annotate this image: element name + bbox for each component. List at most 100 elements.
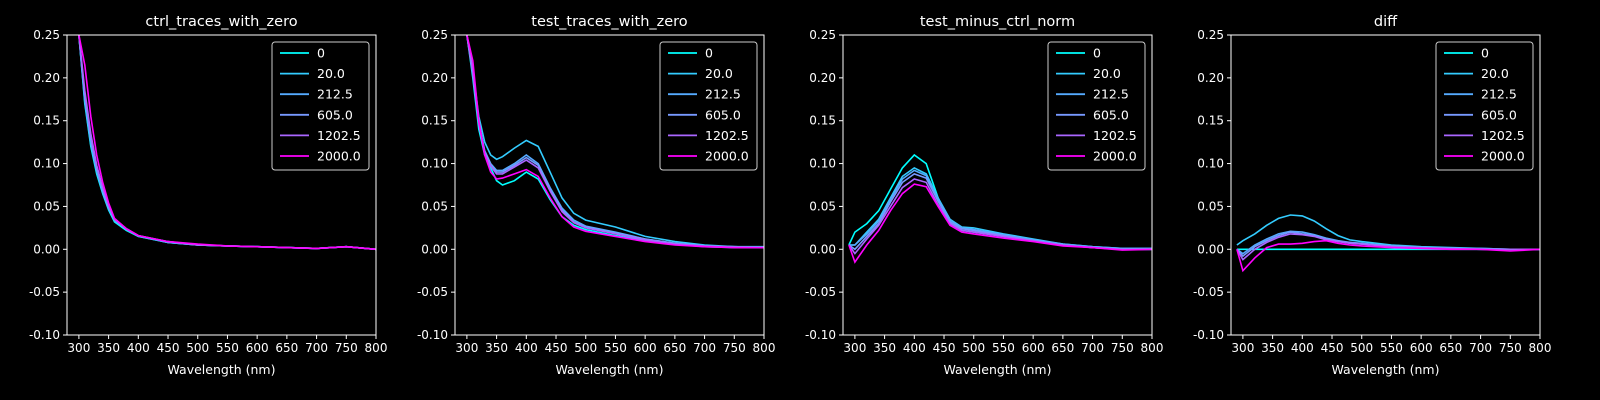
y-tick-label: 0.15 xyxy=(421,114,448,128)
series-line-2000-0 xyxy=(78,35,376,251)
y-tick-label: 0.00 xyxy=(421,242,448,256)
x-tick-label: 400 xyxy=(127,341,150,355)
y-tick-label: -0.05 xyxy=(29,285,60,299)
y-tick-label: 0.05 xyxy=(809,199,836,213)
y-tick-label: 0.20 xyxy=(421,71,448,85)
legend: 0 20.0 212.5 605.0 1202.5 2000.0 xyxy=(1047,41,1146,171)
x-tick-label: 450 xyxy=(545,341,568,355)
y-tick-label: 0.05 xyxy=(33,199,60,213)
x-tick-label: 300 xyxy=(67,341,90,355)
y-tick-label: 0.10 xyxy=(421,157,448,171)
x-tick-label: 600 xyxy=(246,341,269,355)
y-tick-label: 0.00 xyxy=(809,242,836,256)
x-axis-label: Wavelength (nm) xyxy=(556,362,664,377)
x-tick-label: 500 xyxy=(574,341,597,355)
y-tick-label: 0.05 xyxy=(1197,199,1224,213)
axes-frame xyxy=(1230,34,1541,336)
y-tick-label: 0.15 xyxy=(1197,114,1224,128)
y-tick-label: -0.05 xyxy=(1193,285,1224,299)
series-line-20-0 xyxy=(466,35,764,248)
x-tick-label: 700 xyxy=(1081,341,1104,355)
y-tick-label: 0.25 xyxy=(1197,28,1224,42)
x-tick-label: 500 xyxy=(962,341,985,355)
legend-label: 20.0 xyxy=(1093,66,1121,81)
x-tick-label: 650 xyxy=(1439,341,1462,355)
y-tick-label: 0.20 xyxy=(1197,71,1224,85)
x-tick-label: 700 xyxy=(305,341,328,355)
y-tick-label: 0.00 xyxy=(1197,242,1224,256)
x-tick-label: 650 xyxy=(1051,341,1074,355)
series-lines xyxy=(848,153,1152,264)
legend-label: 0 xyxy=(1093,46,1101,61)
y-tick-label: 0.25 xyxy=(421,28,448,42)
series-line-212-5 xyxy=(848,169,1152,250)
x-tick-label: 300 xyxy=(843,341,866,355)
legend-label: 605.0 xyxy=(1093,107,1129,122)
axes-frame xyxy=(66,34,377,336)
y-tick-label: 0.10 xyxy=(1197,157,1224,171)
x-tick-label: 450 xyxy=(1321,341,1344,355)
y-tick-label: -0.10 xyxy=(805,328,836,342)
x-tick-label: 700 xyxy=(693,341,716,355)
x-tick-label: 750 xyxy=(335,341,358,355)
y-tick-label: 0.20 xyxy=(33,71,60,85)
legend-label: 605.0 xyxy=(1481,107,1517,122)
y-tick-label: 0.15 xyxy=(809,114,836,128)
x-tick-label: 400 xyxy=(1291,341,1314,355)
legend-label: 0 xyxy=(705,46,713,61)
legend: 0 20.0 212.5 605.0 1202.5 2000.0 xyxy=(1435,41,1534,171)
x-tick-label: 800 xyxy=(1529,341,1552,355)
x-tick-label: 750 xyxy=(1499,341,1522,355)
legend-label: 2000.0 xyxy=(1481,149,1525,164)
chart-title: diff xyxy=(1374,14,1398,30)
axes-frame xyxy=(454,34,765,336)
series-lines xyxy=(78,35,376,251)
x-tick-label: 350 xyxy=(485,341,508,355)
legend-label: 212.5 xyxy=(705,87,741,102)
y-tick-label: 0.00 xyxy=(33,242,60,256)
y-tick-label: -0.10 xyxy=(29,328,60,342)
chart-title: ctrl_traces_with_zero xyxy=(145,14,297,30)
x-tick-label: 500 xyxy=(1350,341,1373,355)
legend-label: 20.0 xyxy=(317,66,345,81)
x-axis-label: Wavelength (nm) xyxy=(168,362,276,377)
legend: 0 20.0 212.5 605.0 1202.5 2000.0 xyxy=(271,41,370,171)
y-tick-label: 0.25 xyxy=(33,28,60,42)
x-tick-label: 600 xyxy=(1410,341,1433,355)
x-tick-label: 300 xyxy=(1231,341,1254,355)
x-tick-label: 550 xyxy=(1380,341,1403,355)
x-tick-label: 550 xyxy=(216,341,239,355)
x-tick-label: 300 xyxy=(455,341,478,355)
x-tick-label: 350 xyxy=(1261,341,1284,355)
y-tick-label: 0.25 xyxy=(809,28,836,42)
x-tick-label: 800 xyxy=(365,341,388,355)
x-tick-label: 550 xyxy=(992,341,1015,355)
legend: 0 20.0 212.5 605.0 1202.5 2000.0 xyxy=(659,41,758,171)
x-tick-label: 550 xyxy=(604,341,627,355)
legend-label: 20.0 xyxy=(1481,66,1509,81)
y-tick-label: 0.10 xyxy=(33,157,60,171)
x-tick-label: 600 xyxy=(634,341,657,355)
series-line-2000-0 xyxy=(1236,239,1540,273)
legend-label: 1202.5 xyxy=(317,128,361,143)
legend-label: 2000.0 xyxy=(317,149,361,164)
series-line-1202-5 xyxy=(466,35,764,249)
series-lines xyxy=(1236,214,1540,273)
y-tick-label: -0.05 xyxy=(417,285,448,299)
y-tick-label: 0.05 xyxy=(421,199,448,213)
x-axis-label: Wavelength (nm) xyxy=(944,362,1052,377)
x-tick-label: 450 xyxy=(157,341,180,355)
y-tick-label: 0.10 xyxy=(809,157,836,171)
x-tick-label: 800 xyxy=(753,341,776,355)
legend-label: 605.0 xyxy=(705,107,741,122)
chart-panel-1: 300 350 400 450 500 550 600 650 700 750 800 -0.10 -0… xyxy=(29,14,388,377)
chart-panel-3: 300 350 400 450 500 550 600 650 700 750 800 -0.10 -0… xyxy=(805,14,1164,377)
chart-title: test_traces_with_zero xyxy=(531,14,688,30)
x-tick-label: 700 xyxy=(1469,341,1492,355)
y-tick-label: -0.05 xyxy=(805,285,836,299)
chart-panel-2: 300 350 400 450 500 550 600 650 700 750 800 -0.10 -0… xyxy=(417,14,776,377)
x-tick-label: 350 xyxy=(97,341,120,355)
x-tick-label: 750 xyxy=(1111,341,1134,355)
legend-label: 1202.5 xyxy=(705,128,749,143)
